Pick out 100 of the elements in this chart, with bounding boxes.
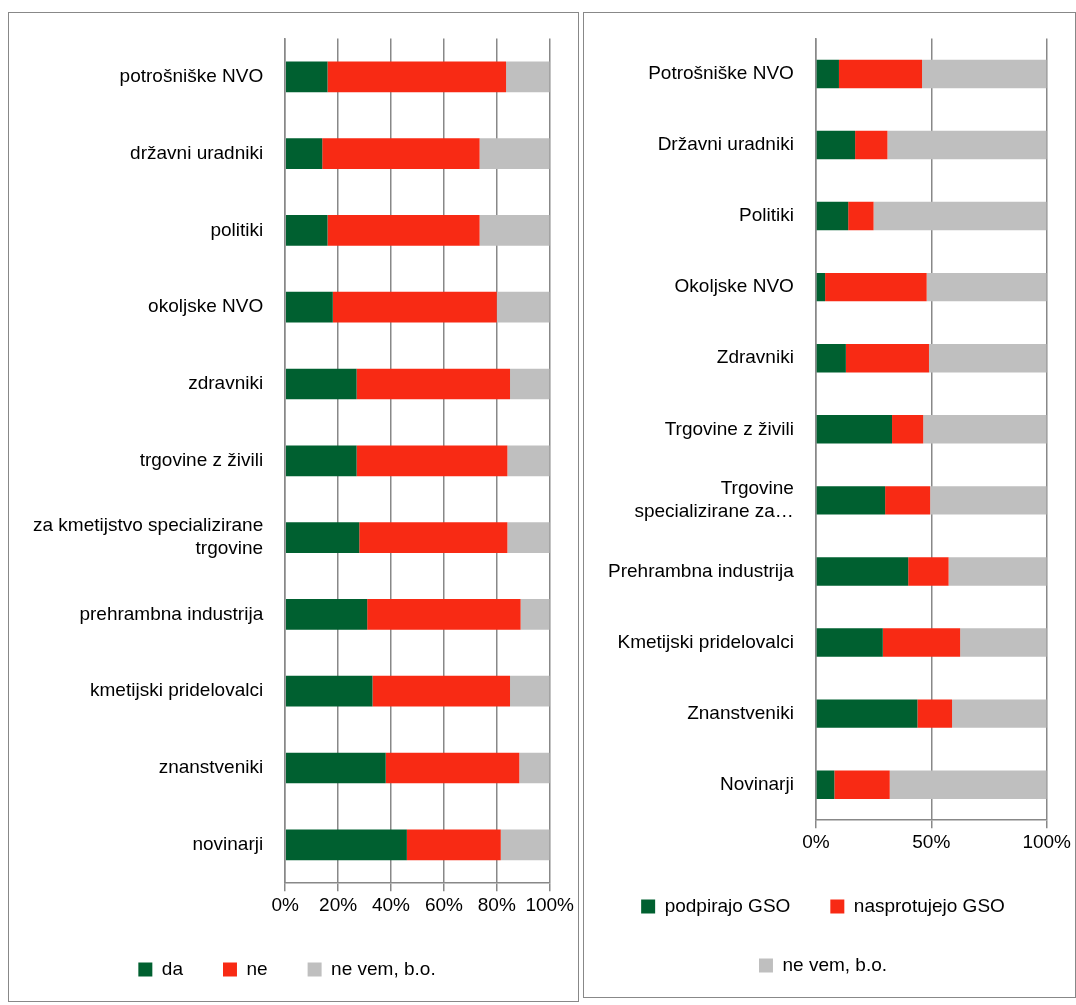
legend-label: ne	[246, 957, 268, 979]
bar	[285, 61, 328, 93]
bar	[951, 699, 1047, 728]
y-tick-label: novinarji	[192, 833, 264, 855]
bar	[816, 201, 849, 231]
bar	[838, 59, 922, 89]
bar	[923, 415, 1047, 444]
bar	[285, 752, 386, 784]
y-tick-label: Novinarji	[719, 772, 794, 794]
bar	[322, 138, 480, 169]
bar	[816, 770, 835, 799]
bar	[506, 61, 550, 93]
y-tick-label: zdravniki	[188, 372, 264, 394]
bar	[496, 291, 550, 323]
bar	[848, 201, 874, 231]
bar	[519, 752, 550, 784]
bar	[332, 291, 497, 323]
bar	[845, 344, 929, 373]
bar	[834, 770, 890, 799]
bar	[948, 557, 1047, 586]
y-tick-label: politiki	[210, 218, 264, 240]
y-tick-label: potrošniške NVO	[119, 65, 264, 87]
bar	[908, 557, 949, 586]
bar	[285, 522, 360, 553]
legend-label: podpirajo GSO	[664, 894, 791, 916]
x-tick-label: 60%	[424, 893, 464, 915]
y-tick-label: prehrambna industrija	[79, 602, 264, 624]
x-tick-label: 20%	[319, 893, 358, 915]
bar	[327, 61, 507, 93]
bar	[510, 675, 550, 707]
bar	[359, 522, 508, 553]
bar	[356, 368, 511, 400]
bar	[825, 272, 927, 302]
bar	[816, 130, 856, 160]
x-tick-label: 100%	[1022, 830, 1072, 852]
y-tick-label: Okoljske NVO	[674, 275, 794, 297]
y-tick-label: državni uradniki	[130, 141, 264, 163]
y-tick-label: Trgovine z živili	[664, 417, 794, 439]
bar	[889, 770, 1047, 799]
y-tick-label: znanstveniki	[158, 756, 264, 778]
bar	[367, 599, 521, 630]
bar	[285, 829, 407, 861]
bar	[507, 522, 550, 553]
bar	[816, 272, 826, 302]
x-tick-label: 0%	[271, 893, 300, 915]
bar	[285, 215, 328, 246]
bar	[510, 368, 550, 400]
bar	[356, 445, 508, 477]
bar	[887, 130, 1047, 160]
y-tick-label: Prehrambna industrija	[607, 559, 795, 581]
bar	[816, 628, 883, 657]
bar	[882, 628, 961, 657]
x-tick-label: 100%	[525, 893, 575, 915]
bar	[960, 628, 1047, 657]
bar	[928, 344, 1047, 373]
legend-label: ne vem, b.o.	[331, 957, 436, 979]
bar	[479, 215, 550, 246]
bar	[507, 445, 550, 477]
bar	[816, 415, 892, 444]
y-tick-label: Državni uradniki	[657, 133, 794, 155]
bar	[816, 344, 846, 373]
bar	[479, 138, 550, 169]
bar	[885, 486, 931, 515]
bar	[891, 415, 924, 444]
y-tick-label: Potrošniške NVO	[648, 62, 794, 84]
y-tick-label: okoljske NVO	[148, 295, 264, 317]
bar	[855, 130, 888, 160]
bar	[930, 486, 1047, 515]
y-tick-label: za kmetijstvo specializirane trgovine	[33, 514, 264, 559]
y-tick-label: Zdravniki	[716, 346, 794, 368]
bar	[816, 486, 886, 515]
x-tick-label: 40%	[371, 893, 411, 915]
legend-label: da	[161, 957, 184, 979]
y-tick-label: trgovine z živili	[139, 449, 264, 471]
bar	[327, 215, 480, 246]
bar	[926, 272, 1047, 302]
bar	[285, 599, 368, 630]
y-tick-label: Trgovine specializirane za…	[634, 477, 794, 522]
bar	[285, 138, 323, 169]
bar	[816, 699, 918, 728]
y-tick-label: Kmetijski pridelovalci	[617, 630, 794, 652]
bar	[372, 675, 511, 707]
y-tick-label: kmetijski pridelovalci	[90, 679, 264, 701]
legend-label: nasprotujejo GSO	[853, 894, 1005, 916]
bar	[285, 675, 373, 707]
y-tick-label: Politiki	[738, 204, 794, 226]
x-tick-label: 80%	[477, 893, 516, 915]
x-tick-label: 0%	[802, 830, 830, 852]
bar	[385, 752, 520, 784]
bar	[285, 445, 357, 477]
legend-label: ne vem, b.o.	[782, 953, 887, 975]
bar	[816, 557, 909, 586]
bar	[285, 368, 357, 400]
bar	[873, 201, 1047, 231]
bar	[917, 699, 952, 728]
bar	[520, 599, 550, 630]
bar	[921, 59, 1047, 89]
y-tick-label: Znanstveniki	[687, 701, 794, 723]
bar	[500, 829, 550, 861]
bar	[285, 291, 333, 323]
